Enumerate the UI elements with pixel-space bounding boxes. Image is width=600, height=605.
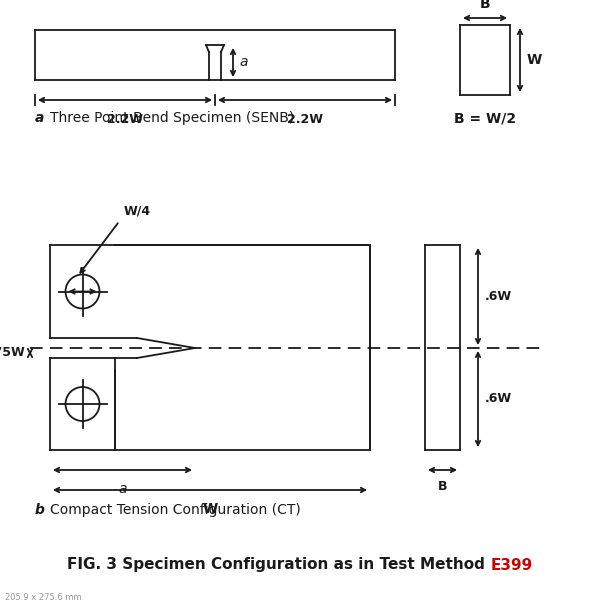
Text: W: W bbox=[202, 502, 218, 516]
Text: .6W: .6W bbox=[485, 290, 512, 303]
Text: B: B bbox=[479, 0, 490, 11]
Text: .275W: .275W bbox=[0, 347, 25, 359]
Text: B: B bbox=[438, 480, 447, 493]
Text: 2.2W: 2.2W bbox=[107, 113, 143, 126]
Text: FIG. 3 Specimen Configuration as in Test Method: FIG. 3 Specimen Configuration as in Test… bbox=[67, 557, 490, 572]
Text: E399: E399 bbox=[490, 557, 533, 572]
Text: W: W bbox=[527, 53, 542, 67]
Text: Compact Tension Configuration (CT): Compact Tension Configuration (CT) bbox=[50, 503, 301, 517]
Text: 205.9 x 275.6 mm: 205.9 x 275.6 mm bbox=[5, 594, 82, 603]
Text: a: a bbox=[239, 56, 248, 70]
Text: b: b bbox=[35, 503, 45, 517]
Text: .6W: .6W bbox=[485, 393, 512, 405]
Text: B = W/2: B = W/2 bbox=[454, 112, 516, 126]
Text: W/4: W/4 bbox=[124, 204, 151, 217]
Text: 2.2W: 2.2W bbox=[287, 113, 323, 126]
Text: a: a bbox=[118, 482, 127, 496]
Text: a: a bbox=[35, 111, 44, 125]
Text: Three Point Bend Specimen (SENB): Three Point Bend Specimen (SENB) bbox=[50, 111, 294, 125]
